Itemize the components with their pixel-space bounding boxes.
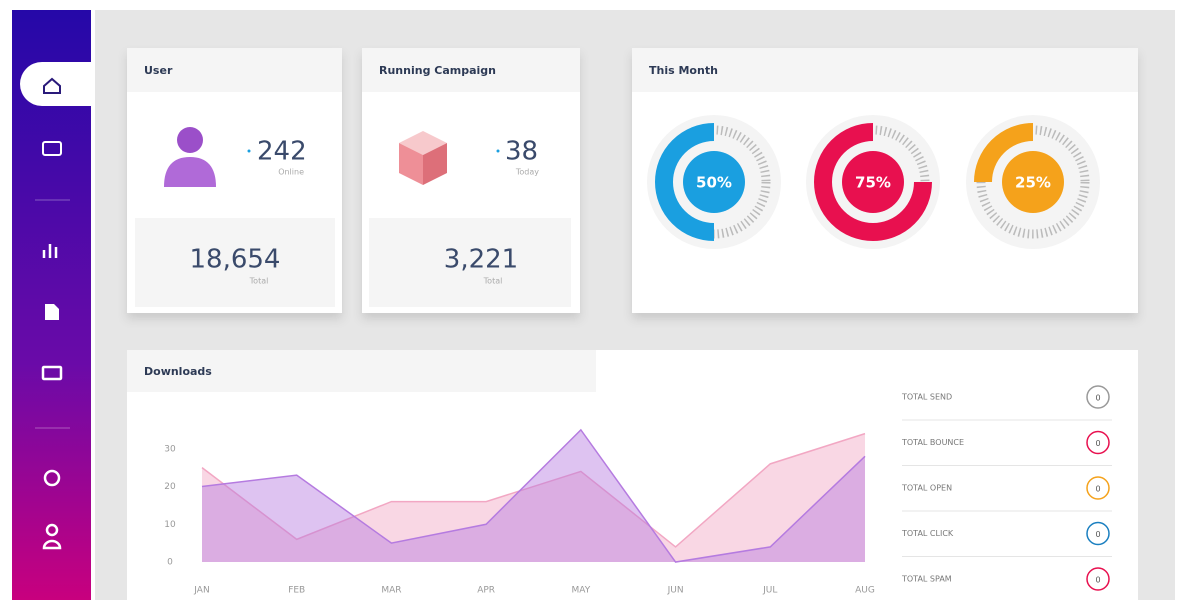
- cube-icon: [399, 143, 423, 185]
- stat-value: 242: [257, 137, 307, 167]
- stat-badge: [1086, 430, 1110, 455]
- area-fill: [202, 429, 865, 562]
- total-value: 18,654: [190, 245, 281, 275]
- stat-badge: [1086, 567, 1110, 591]
- stat-badge: [1086, 521, 1110, 546]
- nav-user[interactable]: [42, 523, 62, 550]
- stat-label: TOTAL CLICK: [901, 529, 954, 538]
- nav-timer[interactable]: [43, 469, 61, 487]
- y-tick-label: 20: [164, 482, 176, 492]
- stat-label: TOTAL OPEN: [901, 484, 952, 493]
- card-title: This Month: [649, 64, 718, 77]
- card-title: Downloads: [144, 365, 212, 378]
- nav-docs[interactable]: [45, 304, 59, 320]
- stat-value: 0: [1095, 439, 1100, 448]
- y-tick-label: 30: [164, 444, 176, 454]
- x-tick-label: FEB: [288, 586, 305, 596]
- total-caption: Total: [483, 277, 503, 286]
- gauge-label: 75%: [855, 174, 891, 192]
- user-icon: [177, 127, 203, 153]
- y-tick-label: 10: [164, 520, 176, 530]
- x-tick-label: JUN: [667, 586, 684, 596]
- card-title: Running Campaign: [379, 64, 496, 77]
- x-tick-label: MAY: [571, 586, 590, 596]
- total-box: [135, 218, 335, 307]
- stat-caption: Online: [278, 168, 304, 177]
- card-header: [127, 350, 596, 392]
- area-fill: [202, 433, 865, 562]
- gauge-center: [683, 151, 745, 213]
- stat-value: 0: [1095, 394, 1100, 403]
- y-tick-label: 0: [167, 558, 173, 568]
- area-line: [201, 428, 866, 563]
- stat-badge: [1086, 385, 1110, 409]
- nav-home[interactable]: [20, 62, 91, 106]
- x-tick-label: JAN: [193, 586, 209, 596]
- gauge-center: [842, 151, 904, 213]
- dot: [247, 149, 251, 153]
- area-line: [201, 432, 866, 548]
- x-tick-label: MAR: [381, 586, 401, 596]
- stat-caption: Today: [515, 168, 539, 177]
- stat-badge: [1086, 476, 1110, 500]
- gauge-arc: [655, 123, 715, 241]
- stat-label: TOTAL BOUNCE: [901, 438, 964, 447]
- card-title: User: [144, 64, 173, 77]
- stat-value: 0: [1095, 530, 1100, 539]
- gauge-label: 25%: [1015, 174, 1051, 192]
- x-tick-label: AUG: [855, 586, 875, 596]
- total-box: [369, 218, 571, 307]
- card-header: [632, 48, 1138, 92]
- stat-label: TOTAL SPAM: [901, 575, 952, 584]
- stat-value: 38: [505, 137, 538, 167]
- card-header: [127, 48, 342, 92]
- total-caption: Total: [249, 277, 269, 286]
- stat-value: 0: [1095, 576, 1100, 585]
- stat-label: TOTAL SEND: [901, 393, 952, 402]
- card-header: [362, 48, 580, 92]
- cube-icon: [423, 143, 447, 185]
- x-tick-label: APR: [477, 586, 495, 596]
- nav-screen[interactable]: [41, 365, 63, 381]
- gauge-label: 50%: [696, 174, 732, 192]
- home-icon: [43, 77, 61, 94]
- stat-value: 0: [1095, 485, 1100, 494]
- nav-mail[interactable]: [42, 141, 62, 156]
- gauge-arc: [814, 123, 932, 241]
- dot: [496, 149, 500, 153]
- x-tick-label: JUL: [762, 586, 777, 596]
- total-value: 3,221: [444, 245, 518, 275]
- nav-stats[interactable]: [42, 244, 58, 258]
- gauge-arc: [974, 123, 1034, 183]
- user-icon: [164, 157, 216, 187]
- gauge-center: [1002, 151, 1064, 213]
